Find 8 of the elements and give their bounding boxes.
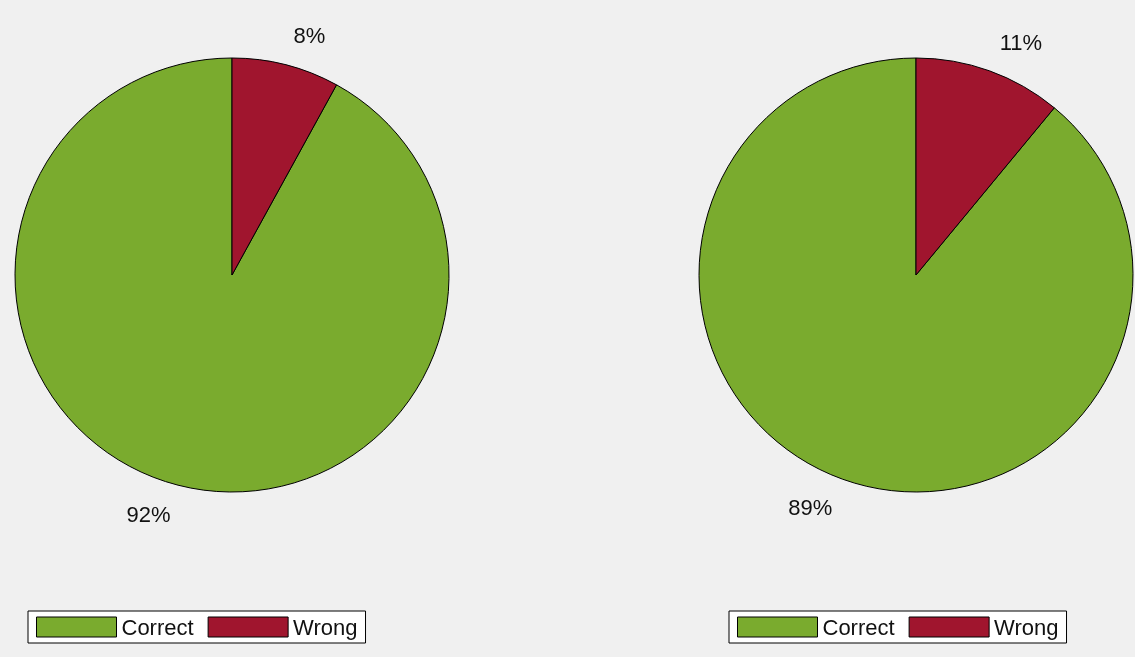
- data-label: 11%: [999, 30, 1043, 56]
- legend-label: Wrong: [994, 614, 1059, 640]
- legend-label: Correct: [822, 614, 895, 640]
- legend-label: Correct: [121, 614, 194, 640]
- data-label: 92%: [126, 501, 171, 527]
- legend-label: Wrong: [293, 614, 358, 640]
- data-label: 89%: [788, 494, 833, 520]
- data-label: 8%: [293, 23, 326, 49]
